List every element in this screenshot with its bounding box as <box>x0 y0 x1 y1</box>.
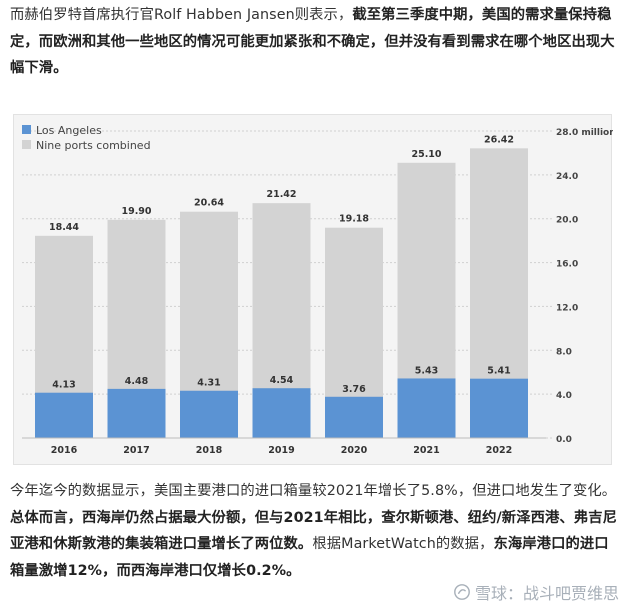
bar-los-angeles <box>470 378 528 438</box>
x-tick-label: 2021 <box>413 445 439 456</box>
bar-los-angeles <box>180 390 238 438</box>
bar-los-angeles <box>325 396 383 438</box>
y-tick-label: 4.0 <box>556 391 572 401</box>
watermark-text: 雪球：战斗吧贾维思 <box>474 584 619 603</box>
bar-los-angeles <box>252 388 311 438</box>
port-imports-chart: 0.0 4.0 8.0 12.0 16.0 20.0 24.0 28.0 million 18.… <box>13 114 613 465</box>
legend-swatch <box>22 140 31 149</box>
intro-paragraph: 而赫伯罗特首席执行官Rolf Habben Jansen则表示，截至第三季度中期… <box>10 2 622 82</box>
y-tick-label: 24.0 <box>556 172 578 182</box>
snowball-icon <box>454 584 470 600</box>
legend-label: Nine ports combined <box>36 139 151 152</box>
value-label-nine-ports: 20.64 <box>194 198 224 209</box>
legend-label: Los Angeles <box>36 124 102 137</box>
y-tick-label: 0.0 <box>556 435 572 445</box>
bar-los-angeles <box>397 378 456 438</box>
value-label-los-angeles: 5.43 <box>415 365 438 376</box>
value-label-los-angeles: 4.54 <box>270 375 294 386</box>
bar-los-angeles <box>35 392 93 438</box>
para_top-segment: 截至第三季度中期，美国的需求量保持稳定，而欧洲和其他一些地区的情况可能更加紧张和… <box>10 7 615 76</box>
y-tick-label: 20.0 <box>556 216 578 226</box>
value-label-los-angeles: 4.48 <box>125 376 149 387</box>
value-label-nine-ports: 21.42 <box>266 189 296 200</box>
x-tick-label: 2016 <box>51 445 78 456</box>
value-label-nine-ports: 19.90 <box>121 206 151 217</box>
value-label-nine-ports: 18.44 <box>49 222 79 233</box>
bar-chart-svg: 0.0 4.0 8.0 12.0 16.0 20.0 24.0 28.0 million 18.… <box>22 124 613 456</box>
value-label-nine-ports: 19.18 <box>339 214 369 225</box>
x-tick-label: 2018 <box>196 445 223 456</box>
x-tick-label: 2022 <box>486 445 512 456</box>
value-label-los-angeles: 4.13 <box>52 380 75 391</box>
x-tick-label: 2020 <box>341 445 368 456</box>
legend-swatch <box>22 125 31 134</box>
y-tick-label: 16.0 <box>556 260 578 270</box>
y-tick-label: 12.0 <box>556 303 578 313</box>
value-label-los-angeles: 5.41 <box>487 366 510 377</box>
para_bottom-segment: 今年迄今的数据显示，美国主要港口的进口箱量较2021年增长了5.8%，但进口地发… <box>10 483 617 499</box>
value-label-los-angeles: 4.31 <box>197 378 220 389</box>
watermark: 雪球：战斗吧贾维思 <box>453 580 619 604</box>
analysis-paragraph: 今年迄今的数据显示，美国主要港口的进口箱量较2021年增长了5.8%，但进口地发… <box>10 478 622 584</box>
para_bottom-segment: 根据MarketWatch的数据， <box>312 536 494 552</box>
value-label-nine-ports: 25.10 <box>411 149 441 160</box>
bar-los-angeles <box>107 388 166 438</box>
para_bottom-segment: 总体而言，西海岸仍然占据最大份额，但与2021年相比，查尔斯顿港、纽约/新泽西港… <box>10 509 617 553</box>
y-tick-label: 28.0 million <box>556 128 613 138</box>
x-tick-label: 2017 <box>123 445 149 456</box>
value-label-nine-ports: 26.42 <box>484 134 514 145</box>
x-tick-label: 2019 <box>268 445 294 456</box>
value-label-los-angeles: 3.76 <box>342 384 366 395</box>
para_bottom-segment: 东海岸港口的进口箱量激增12%，而西海岸港口仅增长0.2%。 <box>10 536 609 579</box>
para_top-segment: 而赫伯罗特首席执行官Rolf Habben Jansen则表示， <box>10 7 353 23</box>
y-tick-label: 8.0 <box>556 347 572 357</box>
